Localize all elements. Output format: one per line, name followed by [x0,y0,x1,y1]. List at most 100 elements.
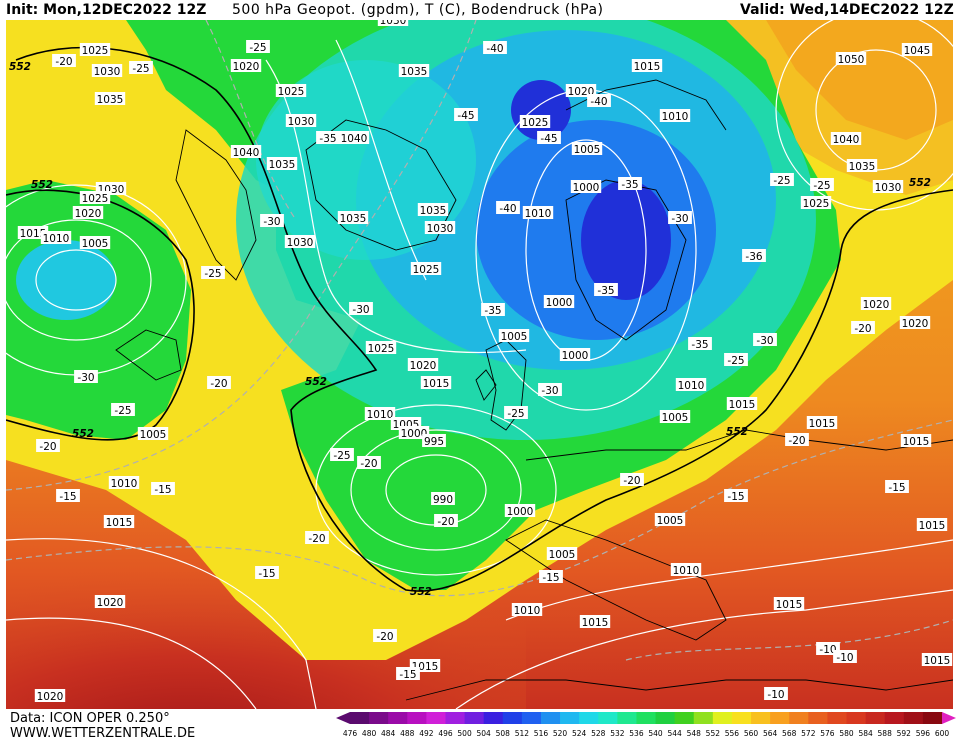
temperature-label: -45 [454,108,478,122]
temperature-label-text: -45 [540,133,557,145]
pressure-label-text: 1030 [288,116,315,128]
pressure-label-box [921,653,953,666]
pressure-label-text: 1010 [678,380,705,392]
colorbar-tick-label: 512 [515,729,530,738]
pressure-label: 1015 [921,653,953,667]
pressure-label: 1015 [806,416,838,430]
temperature-label-box [538,383,562,396]
pressure-label-text: 995 [424,436,444,448]
temperature-label-box [129,61,153,74]
temperature-label: -25 [810,178,834,192]
pressure-label-box [670,563,702,576]
pressure-label-text: 990 [433,494,453,506]
pressure-label-box [522,206,554,219]
pressure-label: 1025 [410,262,442,276]
pressure-label-text: 1015 [809,418,836,430]
pressure-label: 1005 [571,142,603,156]
geopotential-label: 552 [726,426,748,438]
pressure-label-box [498,329,530,342]
pressure-label-box [422,434,446,447]
pressure-label-box [17,226,49,239]
cold-core-scandinavia [581,180,671,300]
pressure-label: 1025 [519,115,551,129]
temperature-label: -25 [330,448,354,462]
temperature-label-text: -40 [499,203,516,215]
colorbar-tick-label: 520 [553,729,568,738]
pressure-label: 1000 [398,426,430,440]
temperature-label: -15 [56,489,80,503]
pressure-label-box [137,427,169,440]
colorbar-swatch [407,712,427,724]
colorbar-tick-label: 504 [477,729,492,738]
pressure-label-text: 1010 [514,605,541,617]
pressure-label: 1000 [559,348,591,362]
temperature-label: -20 [305,531,329,545]
pressure-label-box [579,615,611,628]
pressure-label-box [570,180,602,193]
geopotential-label-text: 552 [909,177,931,189]
pressure-label-box [230,145,262,158]
pressure-label-text: 1000 [573,182,600,194]
pressure-label-text: 1015 [582,617,609,629]
temperature-label: -40 [483,41,507,55]
pressure-label: 1035 [417,203,449,217]
pressure-label: 1025 [365,341,397,355]
temperature-label-text: -40 [486,43,503,55]
colorbar-tick-label: 480 [362,729,377,738]
pressure-label-text: 1010 [111,478,138,490]
colorbar-tick-label: 496 [438,729,453,738]
pressure-label-text: 1000 [507,506,534,518]
geopotential-label-text: 552 [9,61,31,73]
temperature-label-box [305,531,329,544]
temperature-label-text: -35 [621,179,638,191]
temperature-label: -25 [246,40,270,54]
temperature-label-text: -20 [308,533,325,545]
pressure-label-box [519,115,551,128]
pressure-label-text: 1040 [833,134,860,146]
temperature-label: -20 [36,439,60,453]
pressure-label-box [72,206,104,219]
temperature-label-box [810,178,834,191]
geopotential-label: 552 [305,376,327,388]
temperature-label-box [207,376,231,389]
temperature-label: -35 [618,177,642,191]
pressure-label: 1040 [830,132,862,146]
pressure-label-text: 1020 [410,360,437,372]
pressure-label: 1040 [338,131,370,145]
weather-map: 1030 1025 1020 1030 1035 1015 1050 1045 1025 1020… [6,20,953,709]
colorbar-tick-label: 524 [572,729,587,738]
colorbar-swatch [731,712,752,724]
pressure-label: 1005 [546,547,578,561]
pressure-label-text: 1005 [140,429,167,441]
temperature-label-box [724,353,748,366]
pressure-label: 1015 [900,434,932,448]
pressure-label-text: 1035 [340,213,367,225]
colorbar-tick-label: 540 [648,729,663,738]
pressure-label-box [424,221,456,234]
geopotential-label: 552 [909,177,931,189]
temperature-label-text: -45 [457,110,474,122]
temperature-label: -20 [52,54,76,68]
colorbar-swatch [770,712,790,724]
temperature-label-text: -15 [888,482,905,494]
pressure-label-text: 1025 [82,193,109,205]
pressure-label-box [659,109,691,122]
temperature-label-text: -15 [399,669,416,681]
temperature-isotherms [6,20,953,661]
pressure-label-box [559,348,591,361]
pressure-label: 1025 [79,191,111,205]
temperature-label: -35 [316,131,340,145]
colorbar-tick-label: 584 [858,729,873,738]
temperature-label-box [74,370,98,383]
colorbar-tick-label: 528 [591,729,606,738]
temperature-label-text: -15 [154,484,171,496]
pressure-label: 1010 [522,206,554,220]
temperature-label: -30 [349,302,373,316]
pressure-label-box [338,131,370,144]
temperature-label: -35 [481,303,505,317]
colorbar-swatch [903,712,924,724]
temperature-label-box [885,480,909,493]
temperature-label: -15 [539,570,563,584]
pressure-label: 1015 [420,376,452,390]
colorbar-tick-label: 572 [801,729,816,738]
